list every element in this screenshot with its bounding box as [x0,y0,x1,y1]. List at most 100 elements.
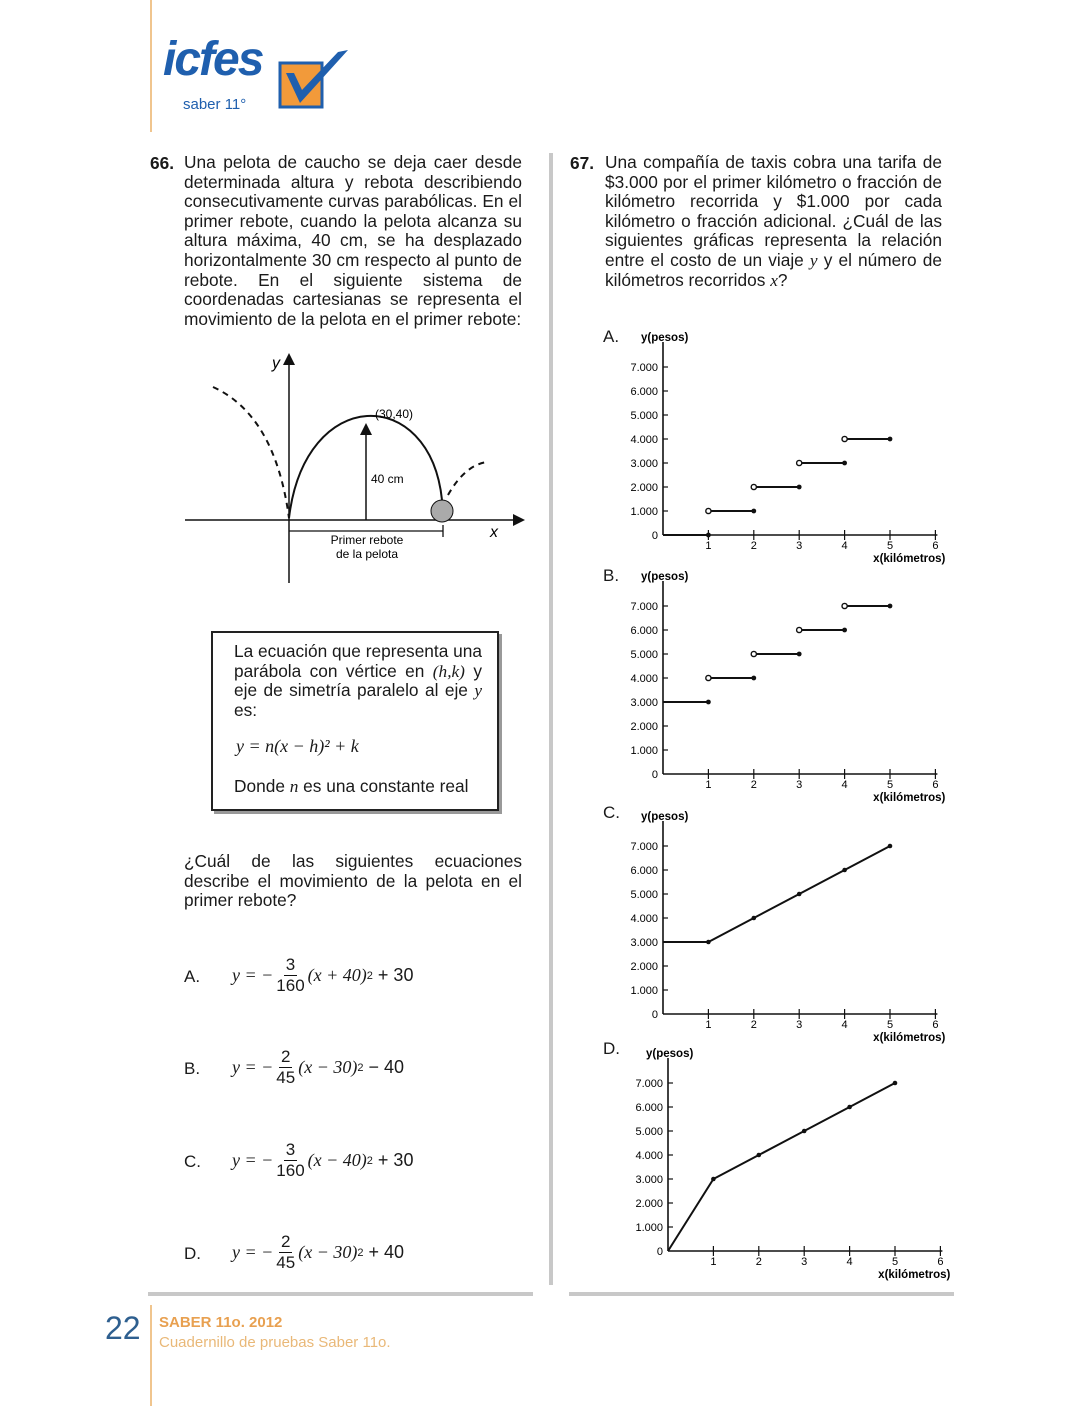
closed-endpoint [796,484,802,490]
data-line [663,845,891,943]
equation-paren: (x − 30) [298,1057,358,1077]
closed-endpoint [706,532,711,538]
x-tick-label: 3 [796,540,802,552]
box-text: es una constante real [298,776,469,796]
x-tick-label: 6 [932,779,938,791]
chart-option-a[interactable]: A. [603,327,620,346]
x-tick-label: 5 [892,1256,898,1268]
open-endpoint [795,626,803,634]
x-tick-label: 6 [932,1019,938,1031]
closed-endpoint [842,460,847,466]
equation-paren: (x − 40) [307,1150,367,1170]
y-tick-label: 1.000 [630,506,658,518]
x-tick-label: 4 [842,540,848,552]
chart-option-b[interactable]: B. [603,566,620,585]
logo-subtitle: saber 11° [183,96,247,113]
y-tick-label: 2.000 [635,1198,663,1210]
data-line [667,1082,896,1252]
box-hk: (h,k) [432,661,465,681]
chart-b: y(pesos) x(kilómetros) 0 1.000 2.000 3.000 4.0… [630,571,945,804]
x-tick-label: 3 [801,1256,807,1268]
y-tick-label: 3.000 [630,937,658,949]
q67-text: y el número de kilómetros recorridos [605,249,942,290]
chart-d: y(pesos) x(kilómetros) 0 1.000 2.000 3.000 4.0… [635,1048,950,1281]
equation-lhs: y = − [232,1057,274,1077]
x-tick-label: 4 [842,779,848,791]
chart-option-d[interactable]: D. [603,1039,620,1058]
option-c-equation[interactable]: y = − 3 160 (x − 40) 2 + 30 [232,1140,413,1181]
option-d-letter[interactable]: D. [184,1244,201,1263]
data-point [706,939,711,945]
numerator: 3 [283,1140,298,1161]
y-tick-label: 6.000 [630,865,658,877]
height-label: 40 cm [371,472,404,486]
data-point [847,1104,852,1110]
option-d-equation[interactable]: y = − 2 45 (x − 30) 2 + 40 [232,1232,404,1273]
y-tick-label: 3.000 [630,697,658,709]
equation-paren: (x + 40) [307,965,367,985]
x-axis-label: x(kilómetros) [878,1269,950,1281]
x-tick-label: 2 [751,540,757,552]
y-tick-label: 6.000 [630,625,658,637]
y-tick-label: 3.000 [635,1174,663,1186]
column-divider [549,153,553,1285]
numerator: 2 [279,1047,293,1068]
denominator: 160 [276,976,305,995]
page-number: 22 [105,1310,141,1346]
equation-paren: (x − 30) [298,1242,358,1262]
open-endpoint [841,602,848,610]
y-tick-label: 5.000 [630,410,658,422]
box-text: es: [234,699,258,720]
open-endpoint [750,483,758,491]
y-tick-label: 1.000 [630,985,658,997]
data-point [892,1080,898,1086]
box-y: y [474,681,482,701]
y-axis-label: y [271,355,281,372]
y-tick-label: 7.000 [635,1078,663,1090]
fraction: 2 45 [276,1232,295,1273]
denominator: 160 [276,1161,305,1180]
open-endpoint [705,674,712,682]
data-point [711,1176,716,1182]
open-endpoint [795,459,803,467]
option-a-equation[interactable]: y = − 3 160 (x + 40) 2 + 30 [232,955,413,996]
numerator: 2 [279,1232,293,1253]
y-tick-label: 1.000 [635,1222,663,1234]
y-tick-label: 0 [652,769,658,781]
closed-endpoint [751,508,757,514]
open-endpoint [705,507,712,515]
parabola-curve [288,415,443,519]
box-where: Donde n es una constante real [234,776,469,797]
data-point [842,867,847,873]
option-c-letter[interactable]: C. [184,1152,201,1171]
x-axis-label: x [489,524,499,541]
x-tick-label: 5 [887,779,893,791]
footer-subtitle: Cuadernillo de pruebas Saber 11o. [159,1334,391,1351]
question-66-text: Una pelota de caucho se deja caer desde … [184,152,522,329]
option-b-letter[interactable]: B. [184,1059,201,1078]
chart-option-c[interactable]: C. [603,803,620,822]
incoming-dashed-curve [212,386,290,519]
header-rule [150,0,152,132]
y-axis-label: y(pesos) [646,1048,693,1060]
right-bottom-rule [569,1292,954,1296]
x-tick-label: 3 [796,1019,802,1031]
checkmark-icon [278,50,348,109]
option-b-equation[interactable]: y = − 2 45 (x − 30) 2 − 40 [232,1047,404,1088]
q67-text: ? [777,269,788,290]
icfes-logo: icfes saber 11° [163,33,353,120]
box-n: n [289,777,299,796]
question-67-text: Una compañía de taxis cobra una tarifa d… [605,152,942,290]
option-a-letter[interactable]: A. [184,967,201,986]
closed-endpoint [887,603,893,609]
data-point [887,843,893,849]
chart-a: y(pesos) x(kilómetros) 0 1.000 2.000 3.000 4.0… [630,332,945,565]
span-label-1: Primer rebote [331,533,404,547]
formula-box: La ecuación que representa una parábola … [211,631,499,811]
y-tick-label: 0 [652,1009,658,1021]
x-tick-label: 1 [710,1256,716,1268]
box-text: y eje de simetría paralelo al eje [234,660,482,701]
footer-rule [150,1305,152,1406]
box-definition: La ecuación que representa una parábola … [234,641,482,720]
y-tick-label: 0 [652,530,658,542]
